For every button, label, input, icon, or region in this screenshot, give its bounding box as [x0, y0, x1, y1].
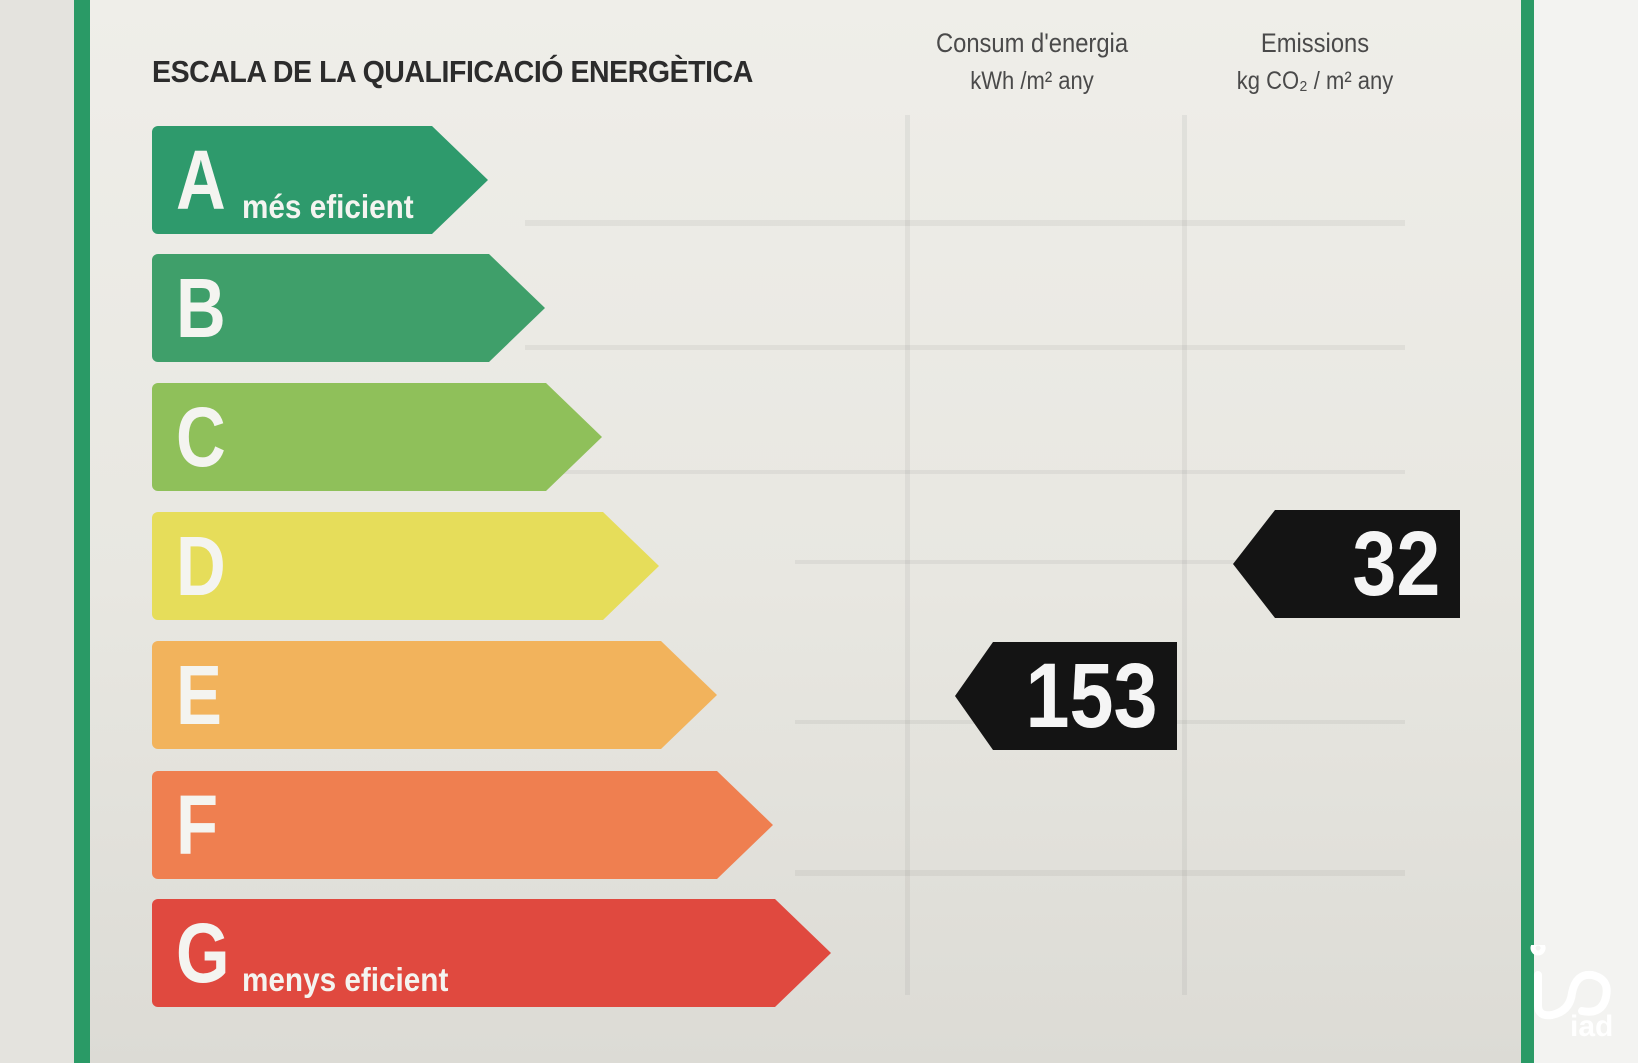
background-right [1534, 0, 1638, 1063]
band-letter: F [176, 778, 219, 872]
ghost-line [1182, 115, 1187, 995]
band-caption: més eficient [242, 188, 414, 225]
band-letter: C [176, 390, 226, 484]
emissions-rating-marker: 32 [1233, 510, 1460, 618]
energy-band-f: F [152, 771, 773, 879]
band-letter: E [176, 648, 222, 742]
ghost-line [905, 115, 910, 995]
energy-band-d: D [152, 512, 659, 620]
background-left [0, 0, 74, 1063]
green-border-right [1521, 0, 1534, 1063]
emissions-unit: kg CO₂ / m² any [1236, 67, 1394, 95]
green-border-left [74, 0, 90, 1063]
consum-rating-marker: 153 [955, 642, 1177, 750]
ghost-line [525, 345, 1405, 350]
ghost-line [525, 220, 1405, 226]
band-letter: D [176, 519, 226, 613]
emissions-label: Emissions [1260, 28, 1370, 58]
band-letter: B [176, 261, 226, 355]
scale-title: ESCALA DE LA QUALIFICACIÓ ENERGÈTICA [152, 54, 753, 89]
ghost-line [525, 470, 1405, 474]
emissions-value: 32 [1351, 513, 1440, 615]
ghost-line [795, 560, 1405, 564]
ghost-line [795, 870, 1405, 876]
band-caption: menys eficient [242, 961, 449, 998]
energy-band-b: B [152, 254, 545, 362]
iad-logo-icon [1530, 945, 1611, 1020]
energy-band-c: C [152, 383, 602, 491]
consum-value: 153 [1024, 645, 1157, 747]
consum-unit: kWh /m² any [970, 67, 1094, 95]
iad-logo-text: iad [1570, 1010, 1614, 1043]
band-letter: A [176, 133, 226, 227]
band-letter: G [176, 906, 230, 1000]
consum-header: Consum d'energia kWh /m² any [926, 24, 1137, 100]
emissions-header: Emissions kg CO₂ / m² any [1209, 24, 1420, 100]
consum-label: Consum d'energia [935, 28, 1129, 58]
energy-band-e: E [152, 641, 717, 749]
